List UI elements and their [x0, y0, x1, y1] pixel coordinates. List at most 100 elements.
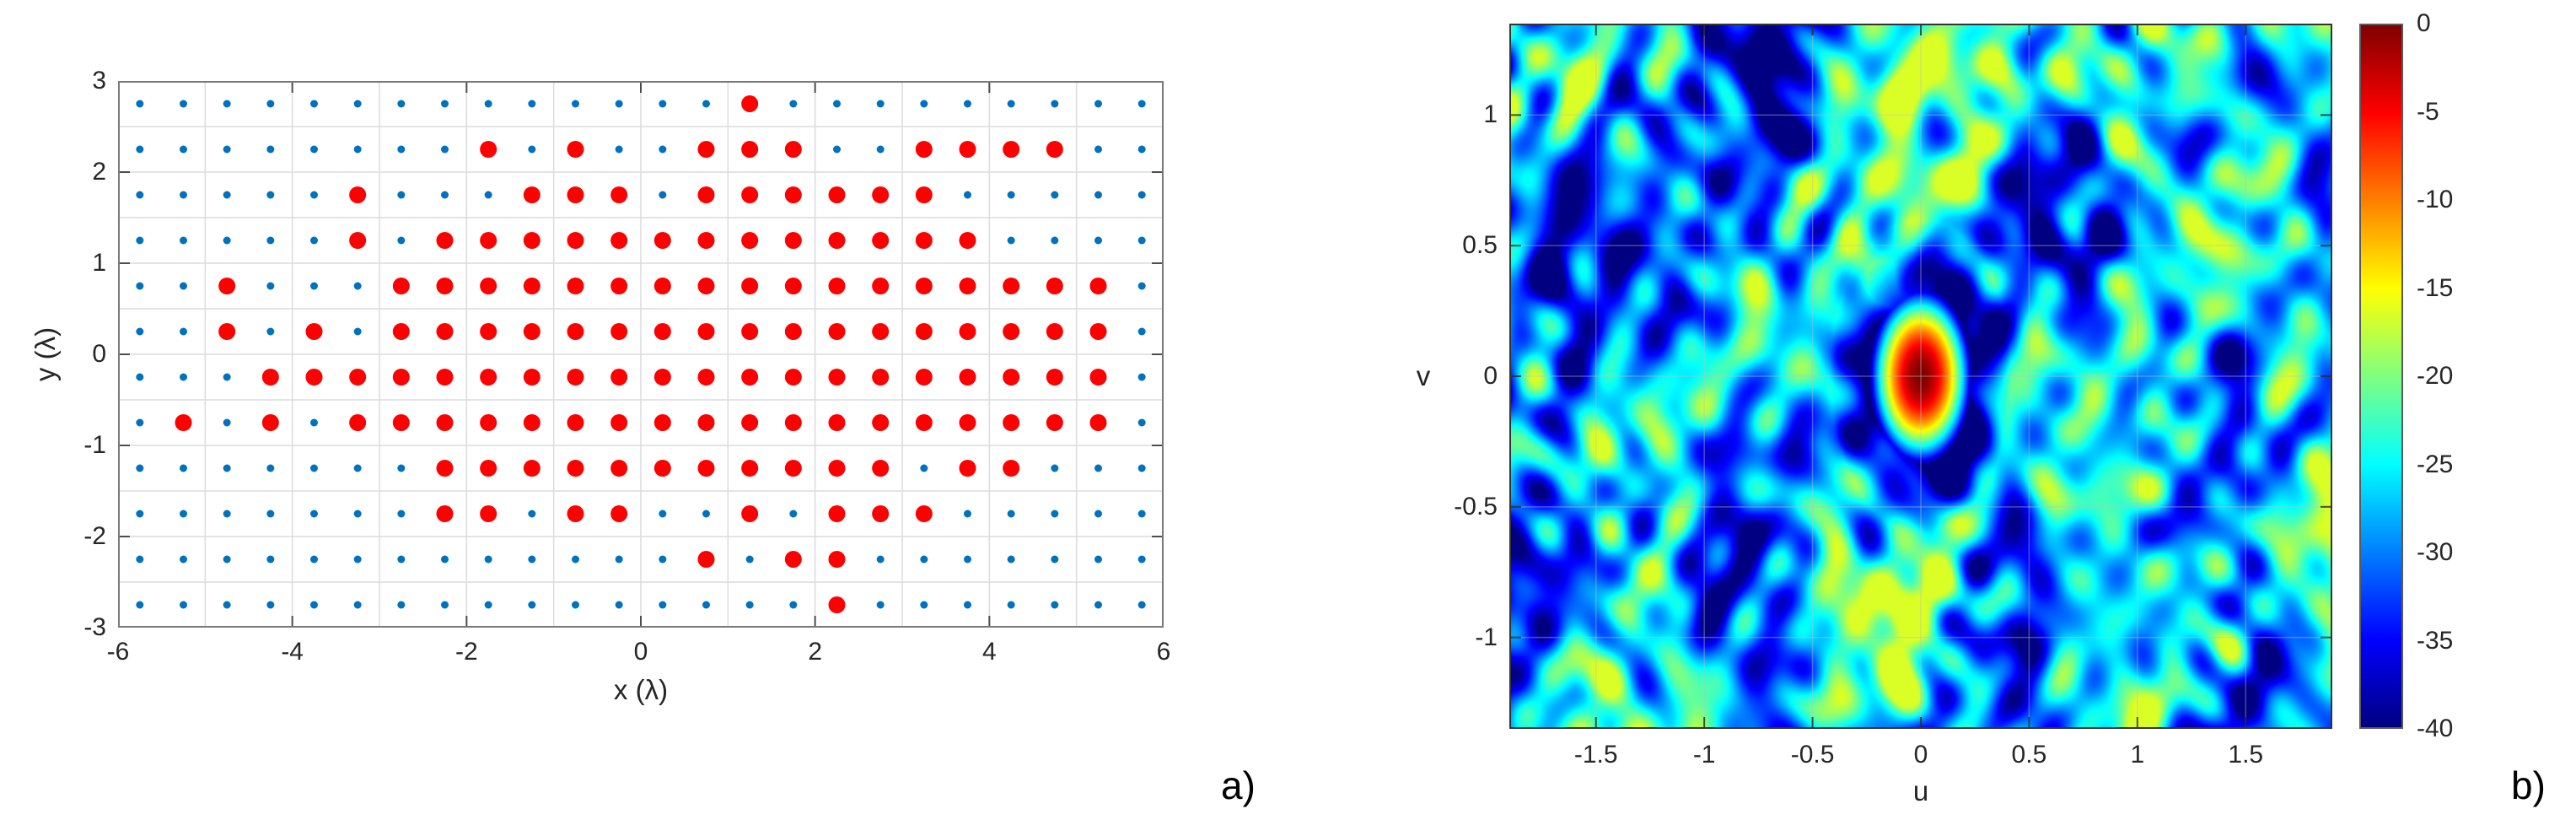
selected-element-dot [610, 278, 628, 294]
candidate-position-dot [180, 555, 187, 564]
candidate-position-dot [964, 510, 971, 518]
selected-element-dot [828, 460, 846, 477]
colorbar-tick-label: -35 [2417, 626, 2454, 655]
selected-element-dot [828, 323, 846, 340]
selected-element-dot [653, 414, 671, 431]
candidate-position-dot [266, 601, 275, 609]
candidate-position-dot [528, 145, 536, 154]
selected-element-dot [567, 414, 584, 431]
candidate-position-dot [528, 601, 536, 609]
candidate-position-dot [397, 510, 406, 518]
selected-element-dot [1046, 278, 1063, 294]
candidate-position-dot [310, 601, 318, 609]
candidate-position-dot [484, 555, 492, 564]
candidate-position-dot [1007, 191, 1015, 199]
selected-element-dot [480, 460, 497, 477]
selected-element-dot [784, 323, 802, 340]
selected-element-dot [828, 232, 846, 249]
candidate-position-dot [702, 100, 710, 108]
b-y-tick-label: 1 [1483, 100, 1498, 129]
candidate-position-dot [789, 100, 798, 108]
candidate-position-dot [702, 601, 710, 609]
candidate-position-dot [397, 100, 406, 108]
candidate-position-dot [266, 327, 275, 336]
selected-element-dot [784, 232, 802, 249]
candidate-position-dot [1094, 236, 1102, 245]
selected-element-dot [436, 278, 454, 294]
candidate-position-dot [1051, 555, 1059, 564]
candidate-position-dot [223, 145, 231, 154]
candidate-position-dot [441, 100, 449, 108]
a-y-tick-label: -3 [83, 613, 106, 641]
selected-element-dot [653, 369, 671, 386]
selected-element-dot [523, 460, 540, 477]
selected-element-dot [697, 278, 715, 294]
selected-element-dot [915, 232, 933, 249]
candidate-position-dot [180, 510, 187, 518]
candidate-position-dot [353, 510, 362, 518]
candidate-position-dot [310, 145, 318, 154]
selected-element-dot [480, 278, 497, 294]
candidate-position-dot [1007, 100, 1015, 108]
selected-element-dot [784, 278, 802, 294]
colorbar-tick-label: -5 [2417, 97, 2439, 126]
selected-element-dot [741, 323, 759, 340]
candidate-position-dot [659, 510, 667, 518]
selected-element-dot [218, 278, 236, 294]
selected-element-dot [915, 278, 933, 294]
candidate-position-dot [659, 145, 667, 154]
b-y-tick-label: 0 [1483, 362, 1498, 390]
a-y-tick-label: -2 [83, 522, 106, 550]
selected-element-dot [305, 323, 323, 340]
selected-element-dot [741, 186, 759, 203]
candidate-position-dot [310, 236, 318, 245]
candidate-position-dot [1051, 510, 1059, 518]
candidate-position-dot [310, 555, 318, 564]
candidate-position-dot [441, 191, 449, 199]
candidate-position-dot [572, 555, 579, 564]
candidate-position-dot [441, 601, 449, 609]
candidate-position-dot [1094, 464, 1102, 472]
a-x-tick-label: 6 [1156, 638, 1171, 666]
candidate-position-dot [441, 555, 449, 564]
a-x-tick-label: 4 [981, 638, 997, 666]
selected-element-dot [392, 278, 410, 294]
selected-element-dot [436, 460, 454, 477]
selected-element-dot [349, 232, 367, 249]
b-x-tick-label: -1.5 [1573, 741, 1618, 769]
selected-element-dot [567, 323, 584, 340]
candidate-position-dot [310, 510, 318, 518]
candidate-position-dot [528, 555, 536, 564]
selected-element-dot [1046, 323, 1063, 340]
candidate-position-dot [1137, 510, 1146, 518]
candidate-position-dot [659, 100, 667, 108]
candidate-position-dot [180, 464, 187, 472]
selected-element-dot [349, 369, 367, 386]
selected-element-dot [1089, 278, 1107, 294]
selected-element-dot [567, 186, 584, 203]
selected-element-dot [1089, 369, 1107, 386]
selected-element-dot [436, 369, 454, 386]
panel-a-caption: a) [1221, 763, 1256, 807]
candidate-position-dot [266, 510, 275, 518]
selected-element-dot [828, 505, 846, 522]
selected-element-dot [872, 186, 890, 203]
candidate-position-dot [353, 145, 362, 154]
selected-element-dot [436, 323, 454, 340]
candidate-position-dot [1137, 464, 1146, 472]
candidate-position-dot [136, 145, 144, 154]
candidate-position-dot [1137, 100, 1146, 108]
candidate-position-dot [1094, 555, 1102, 564]
candidate-position-dot [615, 145, 623, 154]
candidate-position-dot [1137, 145, 1146, 154]
selected-element-dot [305, 369, 323, 386]
candidate-position-dot [615, 601, 623, 609]
selected-element-dot [567, 505, 584, 522]
selected-element-dot [261, 414, 279, 431]
selected-element-dot [1003, 141, 1020, 158]
selected-element-dot [959, 369, 976, 386]
selected-element-dot [915, 141, 933, 158]
selected-element-dot [959, 414, 976, 431]
candidate-position-dot [1007, 236, 1015, 245]
uv-pattern-heatmap [1509, 24, 2332, 729]
